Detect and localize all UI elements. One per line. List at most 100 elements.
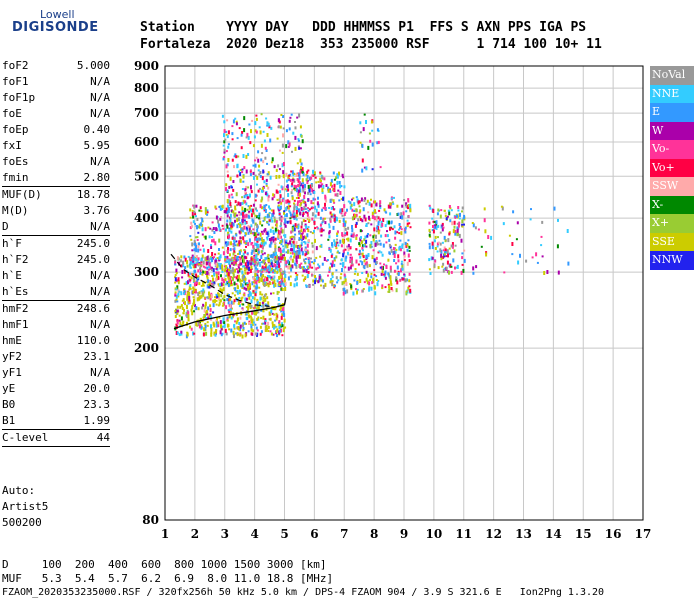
echo-point — [487, 235, 490, 239]
echo-point — [229, 221, 232, 225]
echo-point — [251, 119, 254, 122]
echo-point — [399, 227, 401, 230]
echo-point — [229, 311, 232, 315]
param-divider — [2, 235, 110, 236]
echo-point — [289, 240, 291, 245]
echo-point — [368, 215, 370, 220]
echo-point — [461, 225, 464, 228]
echo-point — [345, 255, 348, 259]
echo-point — [546, 270, 549, 274]
echo-point — [238, 250, 241, 255]
param-row: yF2 23.1 — [2, 349, 110, 365]
echo-point — [339, 191, 342, 195]
echo-point — [320, 234, 323, 237]
echo-point — [198, 282, 201, 286]
echo-point — [347, 266, 350, 271]
echo-point — [375, 279, 378, 281]
echo-point — [175, 323, 178, 326]
echo-point — [313, 220, 316, 225]
echo-point — [299, 230, 302, 235]
echo-point — [307, 265, 310, 269]
echo-point — [293, 255, 296, 259]
echo-point — [291, 264, 294, 269]
echo-point — [432, 220, 435, 223]
echo-point — [288, 220, 291, 223]
echo-point — [237, 286, 239, 290]
echo-point — [331, 253, 334, 256]
echo-point — [313, 259, 316, 263]
echo-point — [452, 229, 455, 234]
y-tick-label: 300 — [134, 265, 159, 279]
echo-point — [359, 209, 362, 213]
echo-point — [367, 222, 370, 225]
echo-point — [399, 215, 402, 219]
echo-point — [229, 176, 232, 181]
echo-point — [320, 243, 323, 248]
echo-point — [315, 267, 318, 271]
echo-point — [301, 171, 304, 174]
echo-point — [357, 263, 360, 266]
echo-point — [388, 220, 390, 225]
echo-point — [368, 264, 371, 268]
echo-point — [234, 208, 237, 211]
echo-point — [330, 254, 333, 258]
echo-point — [187, 280, 189, 285]
echo-point — [225, 332, 228, 336]
echo-point — [311, 244, 314, 248]
echo-point — [264, 328, 267, 332]
echo-point — [193, 288, 196, 291]
echo-point — [437, 236, 439, 239]
echo-point — [330, 206, 333, 210]
echo-point — [213, 299, 216, 304]
echo-point — [199, 248, 202, 251]
echo-point — [258, 301, 261, 306]
echo-point — [209, 227, 212, 230]
echo-point — [232, 210, 235, 214]
echo-point — [356, 290, 358, 295]
echo-point — [245, 194, 247, 197]
echo-point — [223, 323, 226, 328]
echo-point — [301, 221, 303, 226]
echo-point — [272, 278, 275, 281]
echo-point — [463, 249, 466, 252]
echo-point — [259, 296, 262, 301]
echo-point — [376, 128, 379, 132]
echo-point — [256, 175, 259, 180]
echo-point — [384, 276, 387, 280]
echo-point — [276, 270, 279, 274]
echo-point — [401, 215, 404, 220]
echo-point — [196, 261, 198, 266]
echo-point — [294, 189, 297, 192]
echo-point — [181, 299, 184, 302]
echo-point — [269, 330, 272, 333]
echo-point — [501, 206, 504, 211]
echo-point — [324, 221, 327, 225]
echo-point — [321, 279, 324, 283]
echo-point — [264, 270, 267, 273]
echo-point — [183, 255, 186, 259]
echo-point — [189, 216, 192, 219]
echo-point — [439, 214, 442, 219]
echo-point — [324, 282, 327, 287]
echo-point — [196, 297, 199, 302]
echo-point — [230, 230, 233, 234]
echo-point — [279, 260, 282, 263]
echo-point — [265, 293, 268, 296]
echo-point — [264, 156, 267, 160]
echo-point — [283, 234, 285, 237]
echo-point — [453, 220, 456, 225]
echo-point — [277, 164, 280, 168]
echo-point — [395, 276, 398, 280]
echo-point — [212, 299, 215, 303]
echo-point — [508, 234, 511, 237]
echo-point — [361, 272, 364, 274]
echo-point — [257, 158, 260, 163]
echo-point — [326, 259, 329, 262]
echo-point — [252, 329, 254, 333]
echo-point — [253, 306, 256, 309]
echo-point — [183, 282, 186, 285]
echo-point — [231, 138, 234, 141]
echo-point — [259, 291, 262, 296]
echo-point — [297, 138, 300, 141]
echo-point — [317, 280, 320, 284]
